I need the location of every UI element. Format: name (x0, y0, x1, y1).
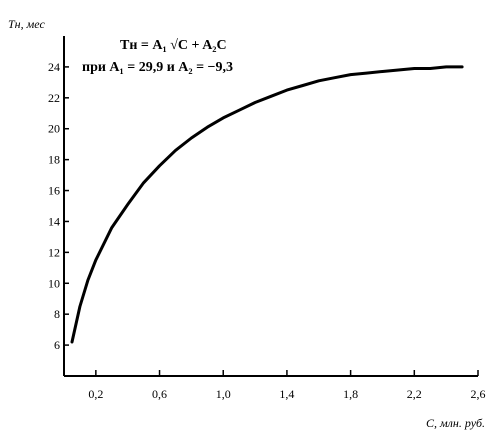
axis-ticks: 0,2 0,6 1,0 1,4 1,8 2,2 2,6 6 8 10 12 14 16 18 20 22 24 (48, 60, 486, 401)
series-group (70, 65, 464, 344)
y-axis-label: Tн, мес (8, 17, 45, 31)
y-tick-label: 8 (54, 307, 60, 321)
y-tick-label: 6 (54, 338, 60, 352)
x-tick-label: 2,6 (471, 387, 486, 401)
x-axis-label: С, млн. руб. (426, 416, 485, 430)
axes (63, 36, 478, 377)
formula-text: Tн = A₁ √C + A₂C (120, 38, 227, 53)
series-line (70, 65, 464, 344)
x-tick-label: 0,2 (88, 387, 103, 401)
y-tick-label: 22 (48, 91, 60, 105)
x-tick-label: 1,0 (216, 387, 231, 401)
y-tick-label: 20 (48, 122, 60, 136)
x-tick-label: 1,4 (279, 387, 294, 401)
x-tick-label: 2,2 (407, 387, 422, 401)
y-tick-label: 10 (48, 276, 60, 290)
formula-condition: при A₁ = 29,9 и A₂ = −9,3 (82, 60, 233, 75)
y-tick-label: 24 (48, 60, 60, 74)
y-tick-label: 14 (48, 214, 60, 228)
x-tick-label: 1,8 (343, 387, 358, 401)
x-tick-label: 0,6 (152, 387, 167, 401)
y-tick-label: 18 (48, 153, 60, 167)
y-tick-label: 16 (48, 184, 60, 198)
y-tick-label: 12 (48, 245, 60, 259)
